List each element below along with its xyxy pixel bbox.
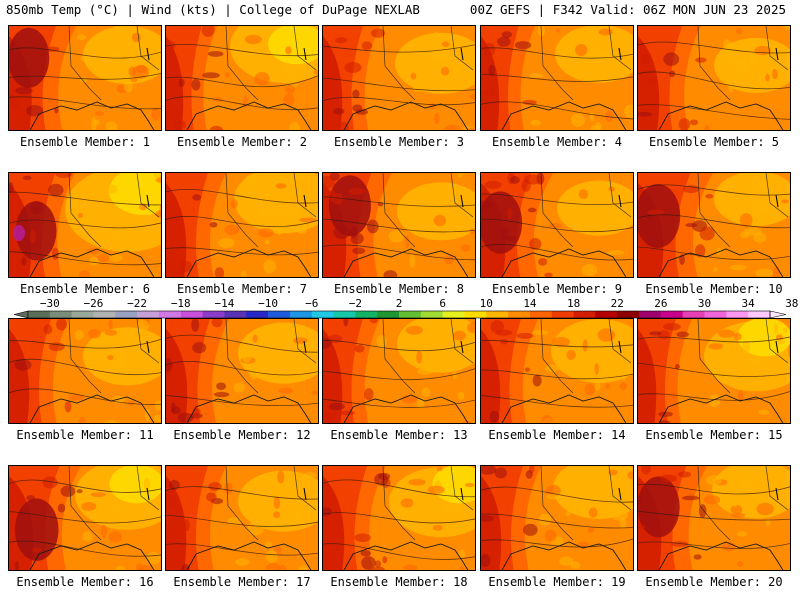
colorbar-swatch [93, 311, 116, 318]
colorbar-swatch [486, 311, 509, 318]
ensemble-member-label: Ensemble Member: 19 [488, 575, 626, 589]
colorbar-swatch [115, 311, 138, 318]
colorbar-tick-label: 2 [396, 297, 403, 310]
ensemble-member-label: Ensemble Member: 14 [488, 428, 626, 442]
colorbar-swatch [442, 311, 465, 318]
colorbar-tick-label: −14 [214, 297, 234, 310]
colorbar-swatch [399, 311, 422, 318]
colorbar-swatch [355, 311, 378, 318]
colorbar-tick-label: −22 [127, 297, 147, 310]
colorbar-tick-label: −2 [349, 297, 362, 310]
colorbar-swatch [224, 311, 247, 318]
ensemble-member-label: Ensemble Member: 6 [19, 282, 151, 296]
ensemble-map-panel [8, 172, 162, 278]
ensemble-map-panel [322, 172, 476, 278]
colorbar-swatch [420, 311, 443, 318]
ensemble-map-panel [8, 465, 162, 571]
ensemble-member-label: Ensemble Member: 2 [176, 135, 308, 149]
ensemble-member-label: Ensemble Member: 7 [176, 282, 308, 296]
colorbar-swatch [71, 311, 94, 318]
header-title: 850mb Temp (°C) | Wind (kts) | College o… [6, 2, 420, 17]
colorbar-swatch [639, 311, 662, 318]
ensemble-map-panel [165, 465, 319, 571]
colorbar-tick-label: −18 [171, 297, 191, 310]
ensemble-map-panel [637, 465, 791, 571]
colorbar-tick-label: −10 [258, 297, 278, 310]
colorbar-swatch [595, 311, 618, 318]
colorbar-tick-label: −30 [40, 297, 60, 310]
colorbar-swatch [682, 311, 705, 318]
ensemble-member-label: Ensemble Member: 8 [333, 282, 465, 296]
colorbar-tick-label: 14 [523, 297, 537, 310]
ensemble-map-panel [637, 172, 791, 278]
colorbar-swatch [137, 311, 160, 318]
colorbar-tick-label: −6 [305, 297, 318, 310]
colorbar-tick-label: 6 [439, 297, 446, 310]
colorbar-tick-label: 26 [654, 297, 667, 310]
colorbar-swatch [617, 311, 640, 318]
colorbar-tick-label: −26 [84, 297, 104, 310]
ensemble-member-label: Ensemble Member: 9 [491, 282, 623, 296]
ensemble-member-label: Ensemble Member: 10 [645, 282, 783, 296]
colorbar-swatch [704, 311, 727, 318]
ensemble-member-label: Ensemble Member: 18 [330, 575, 468, 589]
colorbar-swatch [748, 311, 771, 318]
colorbar-swatch [180, 311, 203, 318]
colorbar-swatch [529, 311, 553, 318]
ensemble-map-panel [165, 172, 319, 278]
ensemble-member-label: Ensemble Member: 4 [491, 135, 623, 149]
ensemble-map-panel [322, 318, 476, 424]
ensemble-member-label: Ensemble Member: 17 [173, 575, 311, 589]
colorbar-tick-label: 38 [785, 297, 798, 310]
ensemble-map-panel [480, 172, 634, 278]
ensemble-member-label: Ensemble Member: 11 [16, 428, 154, 442]
colorbar-swatch [268, 311, 291, 318]
ensemble-map-panel [637, 318, 791, 424]
colorbar-tick-label: 22 [611, 297, 624, 310]
colorbar-swatch [28, 311, 51, 318]
colorbar-swatch [660, 311, 684, 318]
ensemble-map-panel [480, 318, 634, 424]
ensemble-map-panel [480, 25, 634, 131]
colorbar-tick-label: 18 [567, 297, 580, 310]
ensemble-member-label: Ensemble Member: 15 [645, 428, 783, 442]
ensemble-map-panel [480, 465, 634, 571]
colorbar-swatch [158, 311, 182, 318]
colorbar-swatch [573, 311, 596, 318]
ensemble-member-label: Ensemble Member: 3 [333, 135, 465, 149]
ensemble-map-panel [322, 465, 476, 571]
colorbar-swatch [289, 311, 313, 318]
ensemble-map-panel [8, 318, 162, 424]
ensemble-member-label: Ensemble Member: 5 [648, 135, 780, 149]
colorbar-swatch [726, 311, 749, 318]
colorbar-tick-label: 30 [698, 297, 711, 310]
ensemble-member-label: Ensemble Member: 1 [19, 135, 151, 149]
colorbar-tick-label: 34 [742, 297, 756, 310]
ensemble-map-panel [165, 318, 319, 424]
colorbar-swatch [246, 311, 269, 318]
colorbar-swatch [551, 311, 574, 318]
colorbar-swatch [202, 311, 225, 318]
ensemble-map-panel [8, 25, 162, 131]
ensemble-member-label: Ensemble Member: 16 [16, 575, 154, 589]
colorbar-swatch [49, 311, 72, 318]
ensemble-map-panel [637, 25, 791, 131]
colorbar-swatch [464, 311, 487, 318]
colorbar-swatch [377, 311, 400, 318]
ensemble-map-panel [322, 25, 476, 131]
ensemble-map-panel [165, 25, 319, 131]
ensemble-member-label: Ensemble Member: 20 [645, 575, 783, 589]
ensemble-member-label: Ensemble Member: 12 [173, 428, 311, 442]
header-run-info: 00Z GEFS | F342 Valid: 06Z MON JUN 23 20… [469, 2, 786, 17]
temperature-colorbar: −30 −26 −22 −18 −14 −10 −6 −2 2 6 10 14 18 22 26 30 34 38… [13, 297, 798, 319]
colorbar-swatch [508, 311, 531, 318]
colorbar-swatch [333, 311, 356, 318]
colorbar-swatch [311, 311, 334, 318]
colorbar-tick-label: 10 [480, 297, 493, 310]
ensemble-member-label: Ensemble Member: 13 [330, 428, 468, 442]
